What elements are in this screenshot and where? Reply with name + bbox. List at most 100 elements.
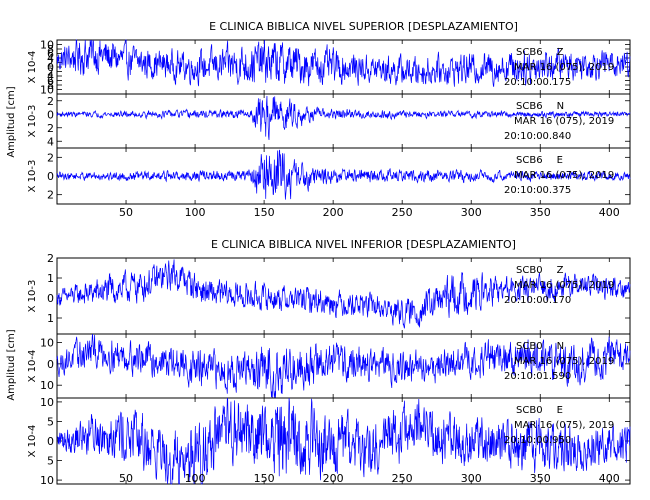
scale-label: X 10-3 bbox=[27, 105, 38, 138]
y-tick-label: 0 bbox=[47, 61, 54, 74]
scale-label: X 10-3 bbox=[27, 280, 38, 313]
waveform-trace bbox=[56, 149, 631, 200]
scale-label: X 10-3 bbox=[27, 160, 38, 193]
y-tick-label: 0 bbox=[47, 435, 54, 448]
scale-label: X 10-4 bbox=[27, 425, 38, 458]
trace-date: MAR 16 (075), 2019 bbox=[514, 116, 614, 127]
y-tick-label: 10 bbox=[40, 379, 54, 392]
y-tick-label: 4 bbox=[47, 70, 54, 83]
trace-date: MAR 16 (075), 2019 bbox=[514, 170, 614, 181]
station-code: SCB0 bbox=[516, 265, 543, 276]
component-code: Z bbox=[557, 265, 564, 276]
y-tick-label: 0 bbox=[47, 108, 54, 121]
y-axis-label: Amplitud [cm] bbox=[6, 86, 17, 157]
y-tick-label: 10 bbox=[40, 337, 54, 350]
station-component-label: SCB0 Z bbox=[516, 265, 564, 276]
y-tick-label: 1 bbox=[47, 272, 54, 285]
station-code: SCB0 bbox=[516, 341, 543, 352]
y-tick-label: 2 bbox=[47, 66, 54, 79]
component-code: E bbox=[557, 405, 563, 416]
waveform-trace bbox=[56, 397, 631, 485]
chart-group-1: E CLINICA BIBLICA NIVEL SUPERIOR [DESPLA… bbox=[6, 20, 631, 219]
y-tick-label: 5 bbox=[47, 415, 54, 428]
trace-time: 20:10:01.590 bbox=[504, 371, 571, 382]
y-tick-label: 2 bbox=[47, 252, 54, 265]
y-tick-label: 1 bbox=[47, 312, 54, 325]
y-tick-label: 2 bbox=[47, 189, 54, 202]
waveform-trace bbox=[56, 39, 631, 87]
station-component-label: SCB6 N bbox=[516, 101, 564, 112]
trace-panel-scb6-e: 2 0 2 X 10-3 SCB6 E MAR 16 (075), 2019 20:10:00… bbox=[27, 147, 631, 205]
y-tick-label: 10 bbox=[40, 39, 54, 52]
trace-time: 20:10:00.175 bbox=[504, 77, 571, 88]
x-tick-label: 400 bbox=[599, 206, 620, 219]
x-tick-label: 350 bbox=[530, 472, 551, 485]
x-tick-label: 400 bbox=[599, 472, 620, 485]
y-tick-label: 8 bbox=[47, 43, 54, 56]
component-code: E bbox=[557, 155, 563, 166]
x-tick-label: 150 bbox=[254, 206, 275, 219]
station-code: SCB6 bbox=[516, 101, 543, 112]
waveform-trace bbox=[56, 333, 631, 399]
station-component-label: SCB0 E bbox=[516, 405, 563, 416]
y-tick-label: 8 bbox=[47, 79, 54, 92]
station-code: SCB6 bbox=[516, 155, 543, 166]
y-tick-label: 2 bbox=[47, 95, 54, 108]
station-component-label: SCB6 Z bbox=[516, 47, 564, 58]
y-tick-label: 0 bbox=[47, 170, 54, 183]
y-tick-label: 2 bbox=[47, 57, 54, 70]
y-tick-label: 0 bbox=[47, 292, 54, 305]
x-tick-label: 350 bbox=[530, 206, 551, 219]
trace-date: MAR 16 (075), 2019 bbox=[514, 62, 614, 73]
y-tick-label: 4 bbox=[47, 135, 54, 148]
scale-label: X 10-4 bbox=[27, 51, 38, 84]
station-code: SCB6 bbox=[516, 47, 543, 58]
x-tick-label: 150 bbox=[254, 472, 275, 485]
station-component-label: SCB6 E bbox=[516, 155, 563, 166]
x-tick-label: 200 bbox=[323, 472, 344, 485]
x-tick-label: 100 bbox=[185, 472, 206, 485]
waveform-trace bbox=[56, 259, 631, 329]
y-tick-label: 6 bbox=[47, 48, 54, 61]
x-tick-label: 250 bbox=[392, 206, 413, 219]
x-tick-label: 200 bbox=[323, 206, 344, 219]
trace-time: 20:10:00.950 bbox=[504, 435, 571, 446]
y-tick-label: 10 bbox=[40, 396, 54, 409]
waveform-trace bbox=[56, 95, 631, 141]
x-tick-label: 100 bbox=[185, 206, 206, 219]
y-tick-label: 10 bbox=[40, 84, 54, 97]
scale-label: X 10-4 bbox=[27, 350, 38, 383]
x-tick-label: 300 bbox=[461, 472, 482, 485]
y-tick-label: 6 bbox=[47, 75, 54, 88]
trace-time: 20:10:00.375 bbox=[504, 185, 571, 196]
station-code: SCB0 bbox=[516, 405, 543, 416]
trace-date: MAR 16 (075), 2019 bbox=[514, 420, 614, 431]
x-tick-label: 300 bbox=[461, 206, 482, 219]
y-tick-label: 2 bbox=[47, 151, 54, 164]
component-code: N bbox=[557, 341, 564, 352]
trace-panel-scb0-n: 10 0 10X 10-4 SCB0 N MAR 16 (075), 2019 20:10:… bbox=[27, 333, 631, 399]
component-code: N bbox=[557, 101, 564, 112]
y-tick-label: 2 bbox=[47, 122, 54, 135]
trace-time: 20:10:00.170 bbox=[504, 295, 571, 306]
x-tick-label: 50 bbox=[119, 472, 133, 485]
y-tick-label: 5 bbox=[47, 455, 54, 468]
trace-panel-scb0-z: 1 0 1 2 X 10-3 SCB0 Z MAR 16 (075), 2019 20:10:0… bbox=[27, 252, 631, 335]
x-tick-label: 50 bbox=[119, 206, 133, 219]
y-tick-label: 4 bbox=[47, 52, 54, 65]
station-component-label: SCB0 N bbox=[516, 341, 564, 352]
trace-time: 20:10:00.840 bbox=[504, 131, 571, 142]
y-tick-label: 0 bbox=[47, 358, 54, 371]
y-tick-label: 10 bbox=[40, 474, 54, 487]
trace-date: MAR 16 (075), 2019 bbox=[514, 356, 614, 367]
chart-title: E CLINICA BIBLICA NIVEL SUPERIOR [DESPLA… bbox=[209, 20, 518, 33]
x-tick-label: 250 bbox=[392, 472, 413, 485]
y-axis-label: Amplitud [cm] bbox=[6, 329, 17, 400]
component-code: Z bbox=[557, 47, 564, 58]
trace-date: MAR 16 (075), 2019 bbox=[514, 280, 614, 291]
chart-group-2: E CLINICA BIBLICA NIVEL INFERIOR [DESPLA… bbox=[6, 238, 631, 487]
